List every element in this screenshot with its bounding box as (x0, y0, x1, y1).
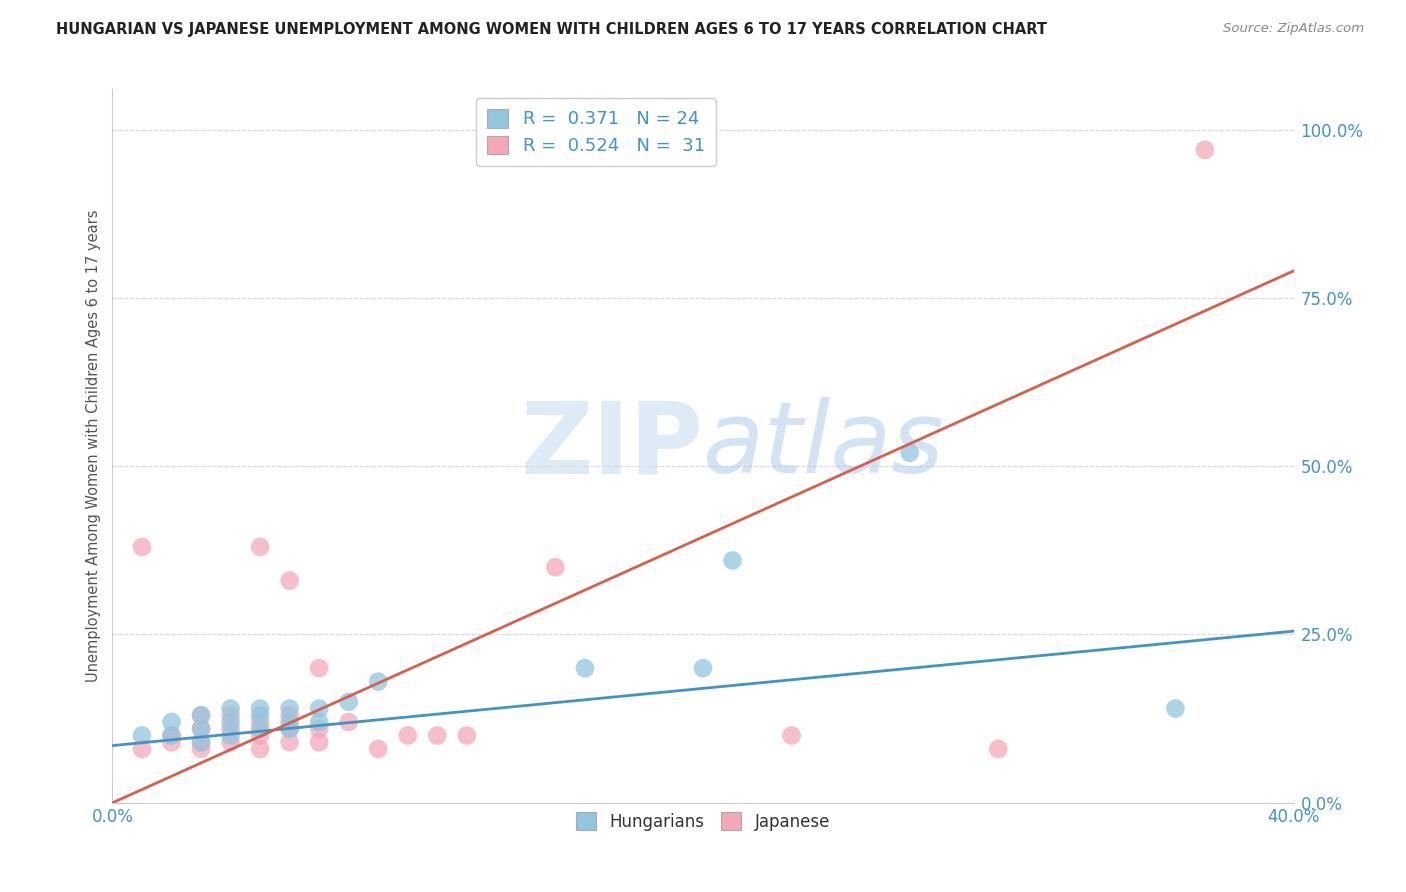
Point (426, 729, 449, 743)
Point (190, 708, 212, 723)
Point (308, 722, 330, 736)
Point (367, 742, 389, 756)
Point (219, 729, 242, 743)
Point (219, 714, 242, 729)
Point (1194, 143, 1216, 157)
Point (131, 540, 153, 554)
Point (692, 661, 714, 675)
Point (249, 701, 271, 715)
Point (1164, 701, 1187, 715)
Text: ZIP: ZIP (520, 398, 703, 494)
Point (219, 735, 242, 749)
Point (190, 722, 212, 736)
Point (308, 735, 330, 749)
Y-axis label: Unemployment Among Women with Children Ages 6 to 17 years: Unemployment Among Women with Children A… (86, 210, 101, 682)
Point (249, 708, 271, 723)
Legend: Hungarians, Japanese: Hungarians, Japanese (569, 805, 837, 838)
Point (160, 714, 183, 729)
Point (278, 735, 301, 749)
Point (456, 729, 478, 743)
Point (278, 701, 301, 715)
Point (337, 695, 360, 709)
Point (249, 722, 271, 736)
Point (898, 446, 921, 460)
Point (131, 742, 153, 756)
Point (308, 661, 330, 675)
Point (308, 714, 330, 729)
Point (160, 729, 183, 743)
Point (278, 714, 301, 729)
Text: atlas: atlas (703, 398, 945, 494)
Point (219, 708, 242, 723)
Point (574, 661, 596, 675)
Point (249, 540, 271, 554)
Point (131, 729, 153, 743)
Point (190, 735, 212, 749)
Point (249, 729, 271, 743)
Point (249, 742, 271, 756)
Point (278, 722, 301, 736)
Point (190, 742, 212, 756)
Point (219, 701, 242, 715)
Point (780, 729, 803, 743)
Point (337, 714, 360, 729)
Point (160, 735, 183, 749)
Text: Source: ZipAtlas.com: Source: ZipAtlas.com (1223, 22, 1364, 36)
Point (544, 560, 567, 574)
Point (278, 574, 301, 588)
Point (278, 722, 301, 736)
Point (396, 729, 419, 743)
Point (190, 722, 212, 736)
Point (190, 735, 212, 749)
Point (190, 708, 212, 723)
Point (987, 742, 1010, 756)
Point (721, 553, 744, 567)
Point (367, 674, 389, 689)
Point (219, 722, 242, 736)
Text: HUNGARIAN VS JAPANESE UNEMPLOYMENT AMONG WOMEN WITH CHILDREN AGES 6 TO 17 YEARS : HUNGARIAN VS JAPANESE UNEMPLOYMENT AMONG… (56, 22, 1047, 37)
Point (249, 714, 271, 729)
Point (160, 729, 183, 743)
Point (308, 701, 330, 715)
Point (278, 708, 301, 723)
